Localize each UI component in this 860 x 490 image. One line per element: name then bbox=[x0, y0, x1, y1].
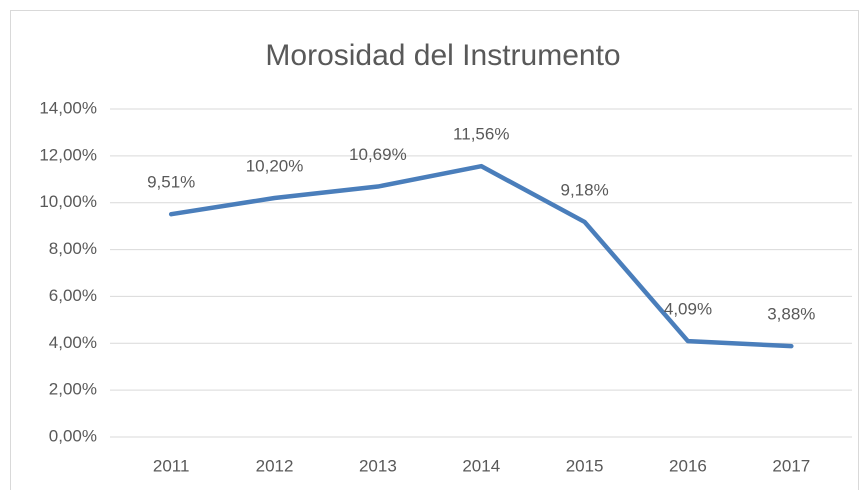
data-label: 9,51% bbox=[147, 173, 195, 192]
y-tick-label: 10,00% bbox=[39, 192, 97, 211]
data-label: 10,69% bbox=[349, 145, 407, 164]
y-tick-label: 4,00% bbox=[49, 333, 97, 352]
x-tick-label: 2011 bbox=[153, 456, 190, 475]
x-tick-label: 2013 bbox=[359, 456, 397, 475]
chart-border bbox=[10, 10, 859, 490]
x-tick-label: 2012 bbox=[256, 456, 294, 475]
y-tick-label: 0,00% bbox=[49, 426, 97, 445]
y-tick-label: 8,00% bbox=[49, 239, 97, 258]
data-label: 10,20% bbox=[246, 157, 304, 176]
chart-title: Morosidad del Instrumento bbox=[265, 39, 620, 72]
data-label: 11,56% bbox=[453, 125, 509, 144]
data-line bbox=[168, 163, 794, 349]
x-tick-label: 2016 bbox=[669, 456, 707, 475]
y-tick-label: 2,00% bbox=[49, 380, 97, 399]
data-label: 3,88% bbox=[767, 305, 815, 324]
x-tick-label: 2015 bbox=[566, 456, 604, 475]
y-tick-label: 6,00% bbox=[49, 286, 97, 305]
data-label: 4,09% bbox=[664, 300, 712, 319]
x-tick-label: 2017 bbox=[772, 456, 810, 475]
y-tick-label: 14,00% bbox=[39, 98, 97, 117]
y-tick-label: 12,00% bbox=[39, 145, 97, 164]
x-tick-label: 2014 bbox=[462, 456, 500, 475]
data-label: 9,18% bbox=[561, 180, 609, 199]
